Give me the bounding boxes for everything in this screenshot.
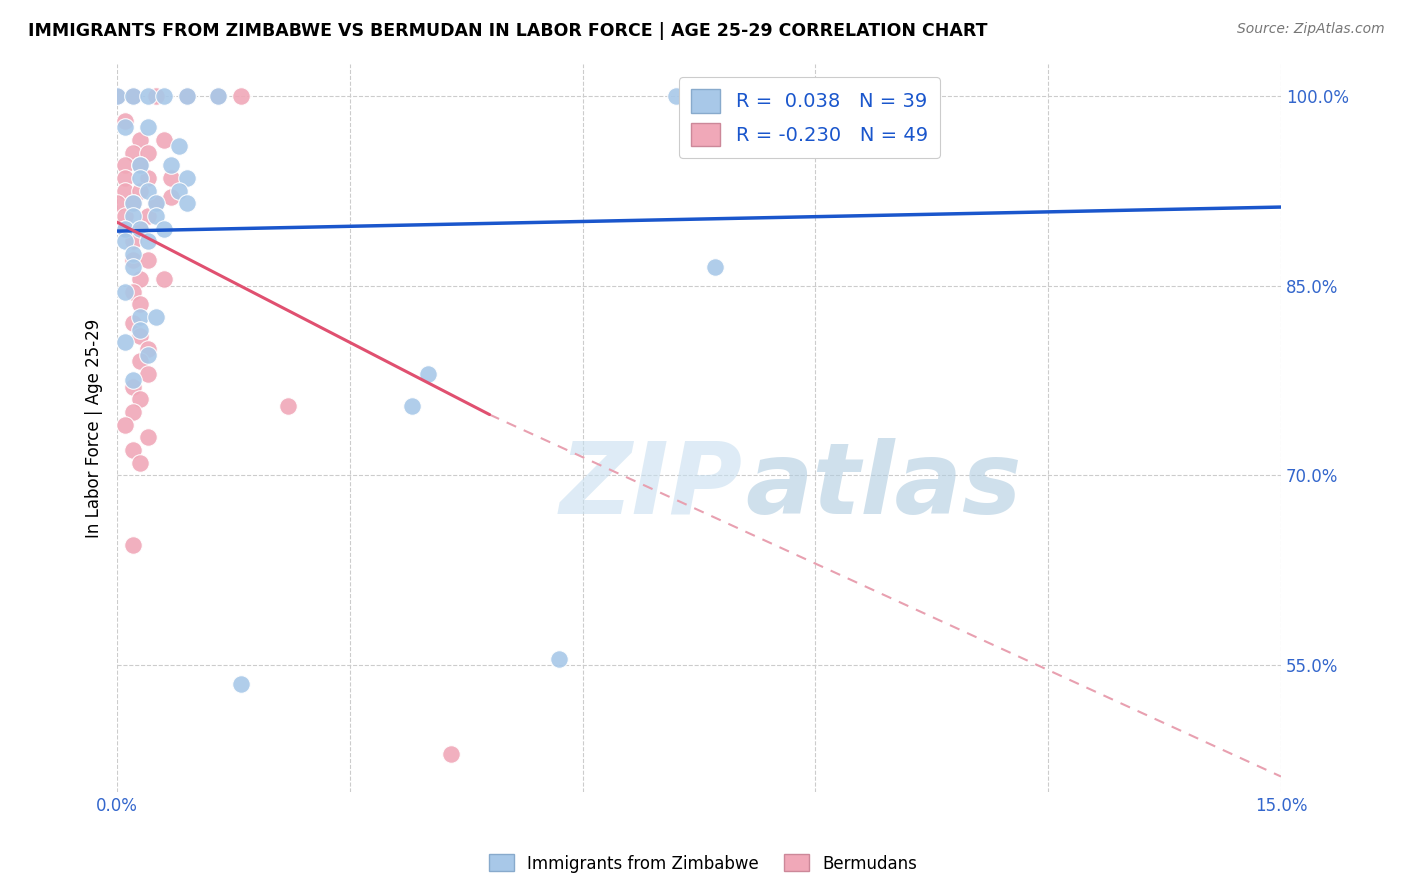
Point [105,196,128,211]
Point [401,399,423,413]
Point [152,272,174,286]
Point [114,114,136,128]
Point [167,184,190,198]
Point [440,747,463,761]
Point [129,170,152,185]
Point [129,158,152,172]
Point [129,354,152,368]
Point [152,88,174,103]
Y-axis label: In Labor Force | Age 25-29: In Labor Force | Age 25-29 [86,318,103,538]
Point [136,253,159,268]
Point [129,323,152,337]
Point [129,392,152,407]
Point [129,272,152,286]
Point [121,380,143,394]
Point [121,538,143,552]
Point [129,297,152,311]
Point [129,329,152,343]
Point [114,335,136,350]
Point [136,342,159,356]
Point [207,88,229,103]
Point [121,196,143,211]
Point [136,88,159,103]
Point [121,196,143,211]
Point [665,88,688,103]
Point [121,317,143,331]
Point [121,260,143,274]
Point [167,139,190,153]
Point [114,221,136,235]
Point [136,234,159,248]
Point [121,88,143,103]
Point [105,88,128,103]
Text: Source: ZipAtlas.com: Source: ZipAtlas.com [1237,22,1385,37]
Point [114,170,136,185]
Point [129,456,152,470]
Point [121,234,143,248]
Point [176,88,198,103]
Text: IMMIGRANTS FROM ZIMBABWE VS BERMUDAN IN LABOR FORCE | AGE 25-29 CORRELATION CHAR: IMMIGRANTS FROM ZIMBABWE VS BERMUDAN IN … [28,22,987,40]
Point [136,184,159,198]
Point [121,405,143,419]
Point [121,253,143,268]
Point [231,677,253,691]
Point [160,190,183,204]
Point [114,221,136,235]
Point [277,399,299,413]
Point [416,367,439,381]
Point [231,88,253,103]
Point [136,367,159,381]
Point [176,196,198,211]
Point [121,209,143,223]
Point [136,120,159,135]
Point [145,209,167,223]
Point [114,120,136,135]
Text: ZIP: ZIP [560,438,742,534]
Point [136,430,159,444]
Point [129,310,152,325]
Point [145,310,167,325]
Point [136,348,159,362]
Point [548,652,571,666]
Legend: Immigrants from Zimbabwe, Bermudans: Immigrants from Zimbabwe, Bermudans [482,847,924,880]
Point [114,209,136,223]
Point [129,221,152,235]
Point [114,417,136,432]
Point [129,221,152,235]
Point [160,170,183,185]
Point [121,145,143,160]
Point [176,88,198,103]
Point [121,285,143,299]
Legend: R =  0.038   N = 39, R = -0.230   N = 49: R = 0.038 N = 39, R = -0.230 N = 49 [679,78,939,158]
Text: atlas: atlas [745,438,1022,534]
Point [114,158,136,172]
Point [136,170,159,185]
Point [145,196,167,211]
Point [121,88,143,103]
Point [129,158,152,172]
Point [105,88,128,103]
Point [136,209,159,223]
Point [145,88,167,103]
Point [152,133,174,147]
Point [129,133,152,147]
Point [152,221,174,235]
Point [114,285,136,299]
Point [121,373,143,387]
Point [160,158,183,172]
Point [176,170,198,185]
Point [121,443,143,458]
Point [121,247,143,261]
Point [114,234,136,248]
Point [129,184,152,198]
Point [207,88,229,103]
Point [145,196,167,211]
Point [703,260,725,274]
Point [114,184,136,198]
Point [136,145,159,160]
